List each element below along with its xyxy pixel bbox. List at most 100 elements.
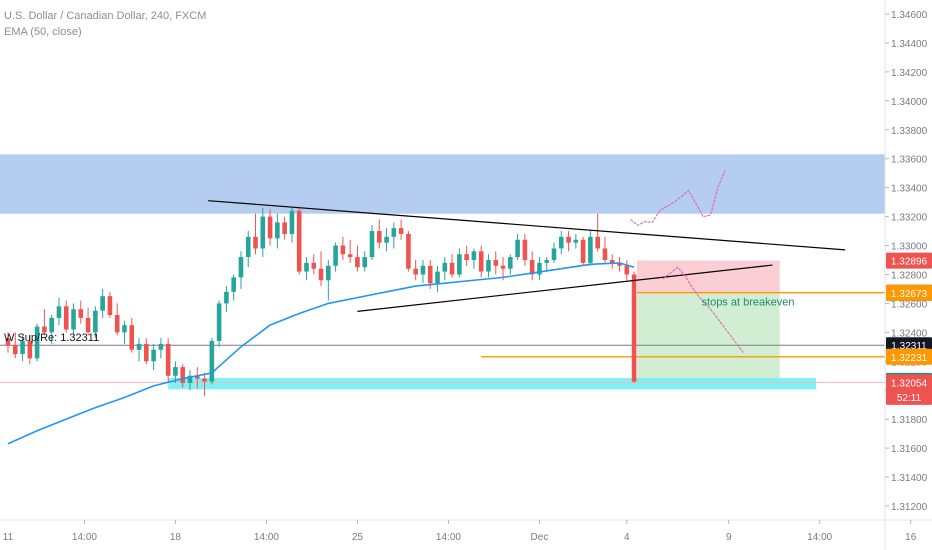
candle-28 bbox=[209, 338, 215, 385]
candle-43 bbox=[318, 251, 324, 287]
candle-50 bbox=[369, 225, 375, 260]
candle-48 bbox=[355, 245, 360, 272]
w-support-label: W Sup/Re: 1.32311 bbox=[4, 332, 99, 344]
candle-body bbox=[624, 265, 630, 275]
stop-loss-area bbox=[637, 260, 780, 293]
candle-84 bbox=[617, 257, 622, 272]
time-tick-label: 11 bbox=[3, 532, 14, 543]
candle-26 bbox=[194, 367, 200, 389]
price-tag-text: 1.32231 bbox=[891, 353, 928, 364]
candle-53 bbox=[391, 222, 397, 249]
candle-body bbox=[442, 262, 448, 272]
candle-body bbox=[202, 378, 207, 382]
time-tick-label: 4 bbox=[624, 532, 630, 543]
candle-body bbox=[537, 262, 542, 275]
price-tag: 1.32054 bbox=[886, 374, 932, 391]
candle-3 bbox=[27, 335, 33, 365]
price-tick-label: 1.34200 bbox=[891, 68, 928, 79]
price-tick-label: 1.32400 bbox=[891, 328, 928, 339]
candle-22 bbox=[165, 338, 171, 382]
candle-27 bbox=[202, 372, 207, 397]
indicator-title[interactable]: EMA (50, close) bbox=[4, 26, 82, 38]
candle-body bbox=[333, 245, 338, 266]
time-tick-label: 14:00 bbox=[254, 532, 279, 543]
candle-body bbox=[508, 257, 513, 269]
candle-body bbox=[355, 257, 360, 268]
candle-body bbox=[617, 262, 622, 266]
price-tick-label: 1.33000 bbox=[891, 242, 928, 253]
price-tick-label: 1.34400 bbox=[891, 39, 928, 50]
candle-46 bbox=[340, 236, 346, 260]
trendline-1 bbox=[357, 264, 773, 312]
candle-62 bbox=[457, 248, 462, 278]
candle-33 bbox=[245, 231, 251, 268]
symbol-title[interactable]: U.S. Dollar / Canadian Dollar, 240, FXCM bbox=[4, 10, 207, 22]
candle-51 bbox=[376, 219, 382, 249]
candle-body bbox=[224, 291, 229, 304]
candle-body bbox=[129, 325, 135, 350]
candle-body bbox=[573, 239, 579, 243]
candle-56 bbox=[413, 260, 418, 281]
candle-30 bbox=[224, 286, 229, 313]
chart-legend: U.S. Dollar / Canadian Dollar, 240, FXCM… bbox=[4, 8, 206, 40]
price-tag-text: 1.32311 bbox=[891, 341, 927, 352]
time-tick-label: 14:00 bbox=[807, 532, 832, 543]
candle-49 bbox=[362, 251, 368, 272]
candle-body bbox=[340, 245, 346, 255]
price-tag-text: 1.32054 bbox=[891, 378, 928, 389]
candle-body bbox=[500, 265, 506, 269]
candle-42 bbox=[311, 254, 317, 275]
candle-body bbox=[558, 236, 564, 249]
candle-body bbox=[376, 231, 382, 243]
candle-63 bbox=[464, 245, 469, 266]
price-tick-label: 1.31400 bbox=[891, 473, 928, 484]
candle-19 bbox=[144, 338, 149, 365]
candle-15 bbox=[114, 303, 120, 336]
candle-9 bbox=[71, 303, 76, 336]
candle-body bbox=[566, 236, 571, 243]
support-zone bbox=[168, 377, 817, 390]
candle-body bbox=[311, 262, 317, 269]
candle-69 bbox=[508, 254, 513, 275]
candle-body bbox=[12, 345, 18, 355]
price-tag-bg bbox=[886, 388, 932, 405]
time-tick-label: Dec bbox=[531, 532, 549, 543]
candle-body bbox=[216, 303, 222, 342]
breakeven-label: stops at breakeven bbox=[702, 297, 795, 309]
candle-55 bbox=[406, 231, 411, 272]
candle-body bbox=[260, 216, 266, 249]
price-tag-text: 1.32673 bbox=[891, 289, 928, 300]
candle-4 bbox=[34, 323, 40, 362]
candle-25 bbox=[187, 369, 193, 391]
price-tick-label: 1.33400 bbox=[891, 184, 928, 195]
candle-57 bbox=[420, 260, 426, 284]
candle-66 bbox=[486, 254, 491, 278]
price-tick-label: 1.33800 bbox=[891, 126, 928, 137]
candle-body bbox=[515, 239, 520, 258]
candle-32 bbox=[238, 251, 244, 289]
candle-14 bbox=[107, 291, 113, 318]
price-tag-bg bbox=[886, 252, 932, 269]
candle-body bbox=[544, 260, 550, 263]
candle-body bbox=[180, 367, 186, 383]
candle-2 bbox=[20, 335, 25, 362]
candle-83 bbox=[609, 254, 615, 269]
candle-body bbox=[369, 231, 375, 258]
candle-body bbox=[413, 268, 418, 275]
candle-body bbox=[238, 257, 244, 278]
candle-70 bbox=[515, 233, 520, 260]
candle-body bbox=[478, 251, 484, 272]
candle-78 bbox=[573, 233, 579, 249]
candle-76 bbox=[558, 231, 564, 255]
candle-60 bbox=[442, 257, 448, 281]
candle-body bbox=[471, 251, 477, 260]
price-tick-label: 1.31600 bbox=[891, 444, 928, 455]
candle-body bbox=[42, 326, 47, 333]
candle-21 bbox=[158, 338, 164, 359]
candle-64 bbox=[471, 248, 477, 269]
candle-body bbox=[347, 254, 353, 258]
candle-81 bbox=[595, 213, 600, 252]
